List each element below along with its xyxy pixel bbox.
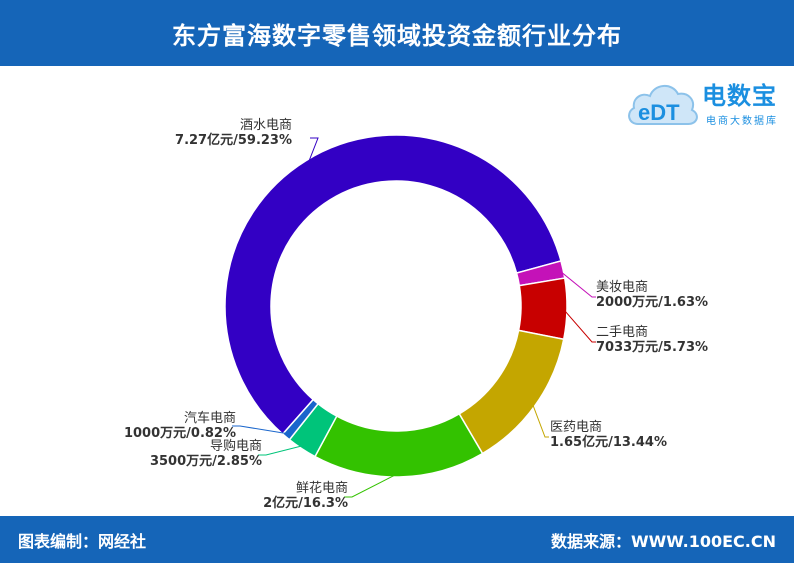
logo-badge: eDT [638, 100, 680, 125]
slice-label-value: 1.65亿元/13.44% [550, 434, 667, 450]
donut-slice [313, 412, 484, 478]
slice-label-name: 导购电商 [210, 438, 262, 454]
leader-line [258, 444, 305, 456]
leader-line [307, 137, 319, 165]
leader-line [562, 308, 596, 343]
slice-label-name: 汽车电商 [184, 410, 236, 426]
logo-tagline: 电商大数据库 [706, 116, 778, 127]
slice-label-value: 3500万元/2.85% [150, 454, 262, 469]
donut-slice [517, 277, 568, 341]
footer-source: 数据来源：WWW.100EC.CN [550, 531, 776, 551]
slice-label-value: 2亿元/16.3% [263, 495, 348, 511]
slice-label-name: 二手电商 [596, 325, 648, 340]
slice-label-name: 酒水电商 [240, 118, 292, 133]
slice-label-name: 美妆电商 [596, 280, 648, 295]
brand-logo: eDT 电数宝 电商大数据库 [626, 72, 786, 136]
footer-credit: 图表编制：网经社 [18, 531, 147, 551]
leader-line [558, 269, 596, 298]
slice-label-name: 鲜花电商 [296, 480, 348, 496]
leader-line [531, 402, 549, 438]
title-bar: 东方富海数字零售领域投资金额行业分布 [0, 0, 794, 66]
leader-line [232, 425, 289, 435]
slices-layer [224, 134, 568, 478]
slice-label-value: 2000万元/1.63% [596, 295, 708, 310]
slice-label-name: 医药电商 [550, 420, 602, 435]
footer-bar: 图表编制：网经社 数据来源：WWW.100EC.CN [0, 516, 794, 563]
donut-slice [281, 398, 320, 441]
leader-line [344, 472, 400, 498]
slice-label-value: 1000万元/0.82% [124, 426, 236, 441]
logo-name: 电数宝 [702, 82, 777, 110]
donut-slice [224, 134, 562, 436]
slice-label-value: 7.27亿元/59.23% [175, 132, 292, 148]
chart-title: 东方富海数字零售领域投资金额行业分布 [172, 21, 622, 50]
cloud-icon: eDT [628, 85, 698, 125]
donut-slice [458, 329, 565, 455]
slice-label-value: 7033万元/5.73% [596, 340, 708, 355]
